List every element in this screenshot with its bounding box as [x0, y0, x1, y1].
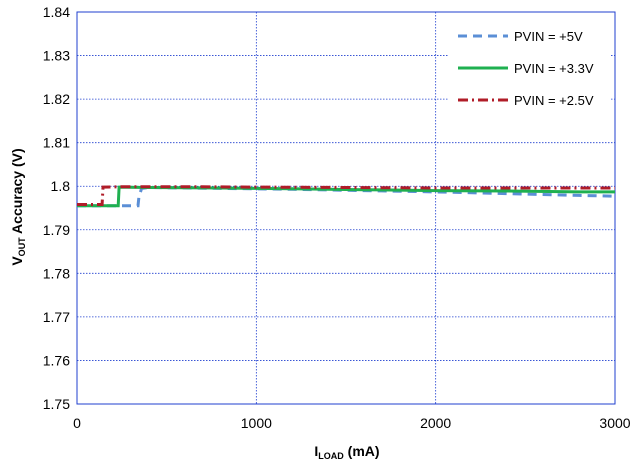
legend: PVIN = +5V PVIN = +3.3V PVIN = +2.5V	[448, 18, 610, 118]
legend-label-3: PVIN = +2.5V	[514, 93, 594, 108]
y-axis-label-subscript: OUT	[17, 237, 27, 257]
y-tick-label: 1.76	[43, 352, 70, 368]
data-series	[77, 185, 616, 208]
y-tick-label: 1.84	[43, 4, 70, 20]
x-tick-label: 2000	[420, 415, 451, 431]
x-axis-label-main: I	[314, 443, 318, 459]
y-tick-label: 1.78	[43, 265, 70, 281]
x-tick-label: 0	[73, 415, 81, 431]
x-tick-labels: 0 1000 2000 3000	[73, 415, 631, 431]
x-axis-label-subscript: LOAD	[318, 451, 344, 461]
x-tick-label: 1000	[241, 415, 272, 431]
y-axis-label-rest: Accuracy (V)	[9, 148, 25, 237]
series-line-3	[77, 185, 615, 206]
plot-area-border	[76, 11, 616, 405]
series-line-2	[77, 185, 615, 208]
x-axis-label-unit: (mA)	[344, 443, 380, 459]
y-tick-label: 1.77	[43, 309, 70, 325]
x-tick-label: 3000	[599, 415, 630, 431]
y-tick-labels: 1.75 1.76 1.77 1.78 1.79 1.8 1.81 1.82 1.83 1.84	[43, 4, 70, 412]
legend-label-2: PVIN = +3.3V	[514, 61, 594, 76]
legend-label-1: PVIN = +5V	[514, 29, 583, 44]
y-tick-label: 1.82	[43, 91, 70, 107]
y-tick-label: 1.8	[51, 178, 71, 194]
y-tick-label: 1.75	[43, 396, 70, 412]
y-tick-label: 1.79	[43, 222, 70, 238]
y-tick-label: 1.81	[43, 135, 70, 151]
x-axis-label: ILOAD (mA)	[314, 443, 379, 461]
y-axis-label-main: V	[9, 256, 25, 266]
y-tick-label: 1.83	[43, 48, 70, 64]
y-axis-label: VOUT Accuracy (V)	[9, 148, 27, 265]
